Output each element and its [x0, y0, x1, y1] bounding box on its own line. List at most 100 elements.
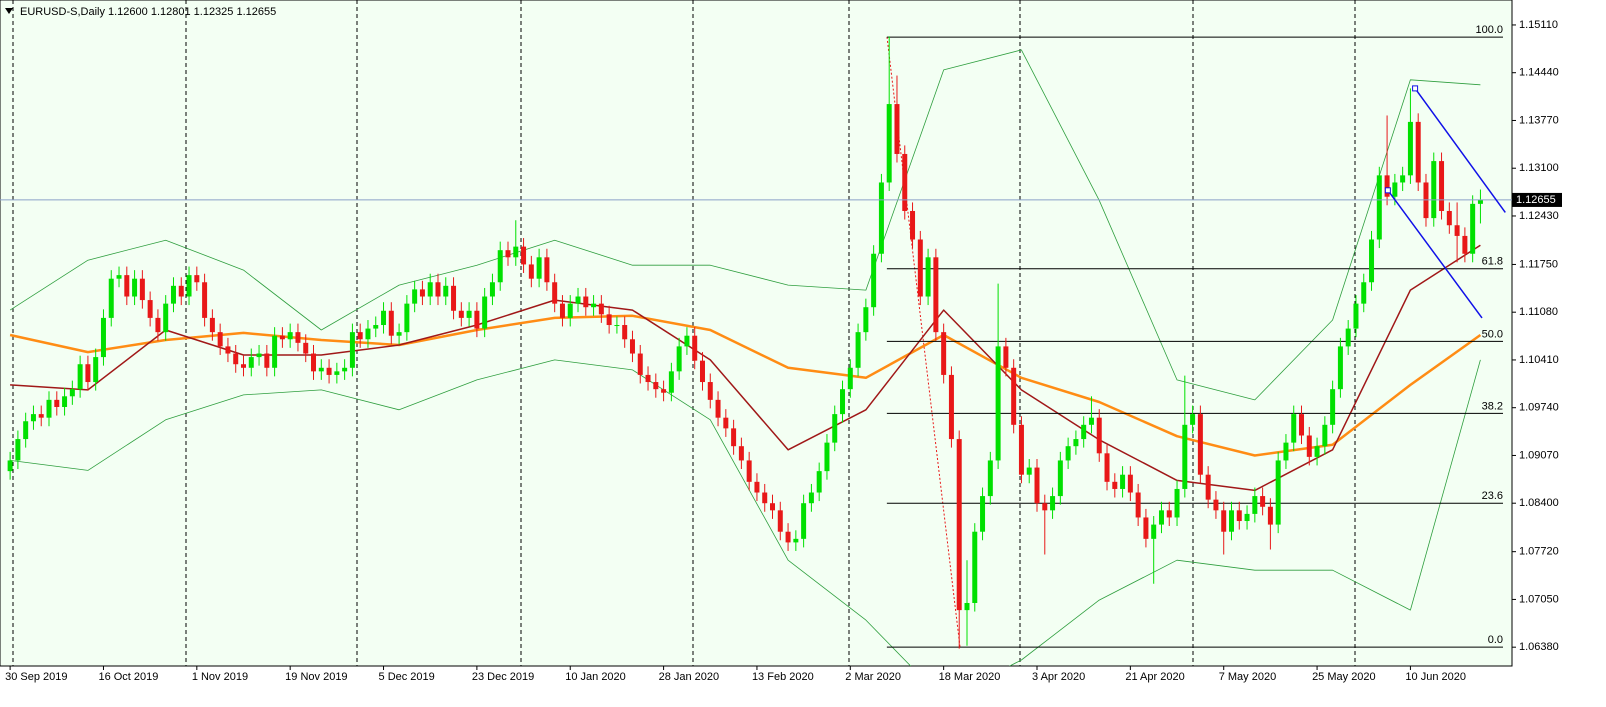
candle-body [225, 346, 231, 354]
candle-body [46, 399, 52, 418]
candle-body [987, 460, 993, 497]
candle-body [1213, 499, 1219, 511]
candle-body [77, 364, 83, 390]
candle-body [381, 310, 387, 326]
y-tick-label: 1.08400 [1519, 497, 1559, 509]
candle-body [1470, 203, 1476, 254]
y-tick-label: 1.10410 [1519, 354, 1559, 366]
candle-body [1081, 424, 1087, 440]
candle-body [941, 332, 947, 375]
candle-body [598, 303, 604, 315]
candle-body [357, 332, 363, 340]
candle-body [248, 357, 254, 368]
candle-body [505, 250, 511, 258]
candle-body [1446, 210, 1452, 226]
candle-body [544, 257, 550, 283]
candle-body [489, 282, 495, 297]
candle-body [1236, 510, 1242, 522]
candle-body [178, 285, 184, 297]
candle-body [116, 275, 122, 279]
candle-body [1345, 328, 1351, 347]
candle-body [1104, 453, 1110, 482]
candle-body [886, 104, 892, 183]
candle-body [816, 471, 822, 493]
candle-body [147, 300, 153, 318]
candle-body [1205, 474, 1211, 500]
candle-body [303, 342, 309, 354]
candle-body [707, 382, 713, 400]
channel-line [1414, 87, 1506, 213]
candle-body [1073, 439, 1079, 447]
candle-body [1322, 424, 1328, 447]
candle-body [964, 602, 970, 611]
x-tick-label: 3 Apr 2020 [1032, 671, 1085, 683]
chart-title: EURUSD-S,Daily 1.12600 1.12801 1.12325 1… [20, 6, 276, 18]
fib-label: 100.0 [1475, 24, 1503, 36]
y-tick-label: 1.07050 [1519, 593, 1559, 605]
y-tick-label: 1.14440 [1519, 67, 1559, 79]
candle-body [824, 442, 830, 472]
candle-body [723, 417, 729, 429]
candle-body [69, 389, 75, 397]
candle-body [497, 250, 503, 283]
candle-body [342, 367, 348, 372]
candle-body [1477, 199, 1483, 204]
candle-body [1275, 460, 1281, 525]
candle-body [1018, 424, 1024, 475]
candle-body [240, 364, 246, 368]
x-tick-label: 5 Dec 2019 [379, 671, 435, 683]
candle-body [482, 296, 488, 329]
candle-body [1120, 474, 1126, 489]
x-tick-label: 16 Oct 2019 [98, 671, 158, 683]
candle-body [1376, 175, 1382, 240]
candle-body [132, 278, 138, 297]
candle-body [956, 439, 962, 611]
candle-body [194, 275, 200, 283]
channel-line [1387, 189, 1483, 319]
x-tick-label: 18 Mar 2020 [939, 671, 1001, 683]
candle-body [334, 371, 340, 375]
candle-body [1384, 175, 1390, 197]
candle-body [474, 310, 480, 329]
period-separators [12, 0, 1356, 666]
candle-body [629, 339, 635, 354]
candle-body [1065, 446, 1071, 461]
candle-body [326, 367, 332, 375]
candle-body [808, 492, 814, 504]
candle-body [840, 389, 846, 415]
candle-body [1454, 225, 1460, 236]
x-tick-label: 19 Nov 2019 [285, 671, 347, 683]
candle-body [559, 303, 565, 318]
y-tick-label: 1.09740 [1519, 402, 1559, 414]
candle-body [1221, 510, 1227, 532]
candle-body [871, 253, 877, 308]
candle-body [614, 325, 620, 327]
candle-body [645, 374, 651, 383]
candle-body [715, 399, 721, 418]
candle-body [287, 332, 293, 340]
candle-body [894, 104, 900, 154]
candle-body [1112, 481, 1118, 489]
candle-body [412, 289, 418, 304]
current-price-label: 1.12655 [1516, 194, 1556, 206]
candle-body [1197, 414, 1203, 475]
candle-body [466, 310, 472, 318]
candle-body [1260, 496, 1266, 507]
candle-body [1057, 460, 1063, 497]
candle-body [139, 278, 145, 301]
x-tick-label: 1 Nov 2019 [192, 671, 248, 683]
y-tick-label: 1.11750 [1519, 258, 1558, 270]
candle-body [1182, 424, 1188, 489]
candle-body [1050, 496, 1056, 511]
candle-body [85, 364, 91, 383]
indicator-line [9, 49, 1481, 401]
candle-body [801, 503, 807, 539]
candle-body [552, 282, 558, 304]
indicator-line [10, 244, 1481, 492]
candle-body [1291, 414, 1297, 443]
candle-body [1151, 524, 1157, 539]
candle-body [785, 531, 791, 543]
y-tick-label: 1.12430 [1519, 210, 1559, 222]
x-tick-label: 25 May 2020 [1312, 671, 1376, 683]
candle-body [1369, 239, 1375, 283]
